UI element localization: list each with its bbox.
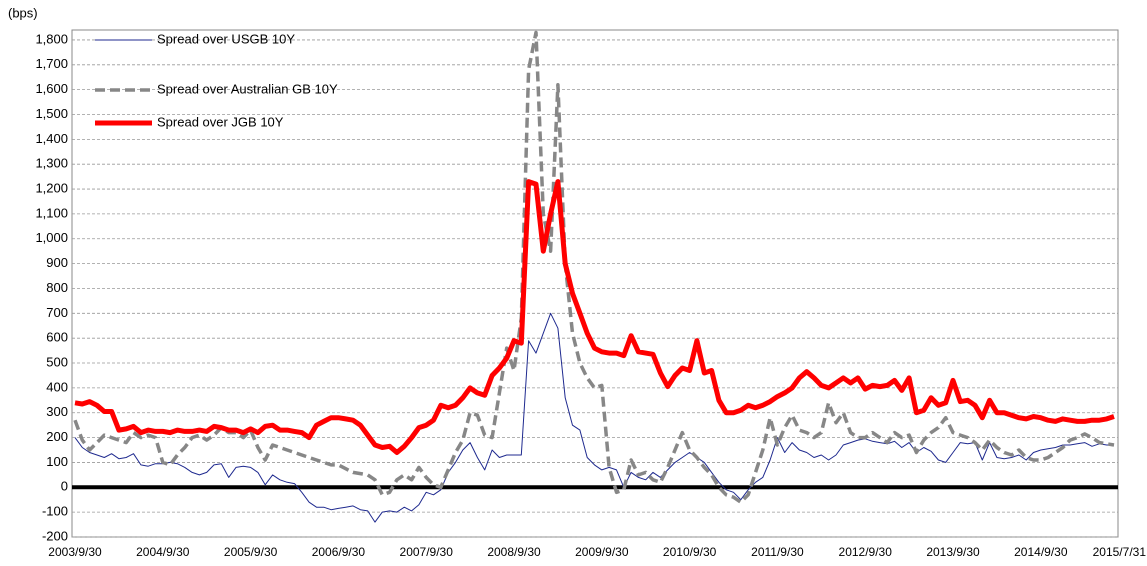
y-tick-label: 1,600: [35, 81, 68, 96]
y-tick-label: 1,500: [35, 106, 68, 121]
y-tick-label: 0: [61, 479, 68, 494]
x-tick-label: 2008/9/30: [487, 545, 541, 559]
series-line: [74, 312, 1114, 523]
x-tick-label: 2015/7/31: [1093, 545, 1147, 559]
y-tick-label: 300: [46, 404, 68, 419]
x-tick-label: 2007/9/30: [400, 545, 454, 559]
legend-label: Spread over USGB 10Y: [157, 31, 295, 46]
y-tick-label: 1,300: [35, 156, 68, 171]
x-tick-label: 2005/9/30: [224, 545, 278, 559]
plot-frame: [71, 29, 1119, 538]
y-tick-label: 1,700: [35, 56, 68, 71]
y-tick-label: 900: [46, 255, 68, 270]
y-tick-label: 800: [46, 280, 68, 295]
y-tick-label: 100: [46, 454, 68, 469]
x-tick-label: 2014/9/30: [1014, 545, 1068, 559]
legend-label: Spread over JGB 10Y: [157, 114, 284, 129]
y-tick-label: 1,100: [35, 205, 68, 220]
y-tick-label: 1,800: [35, 31, 68, 46]
x-tick-label: 2006/9/30: [312, 545, 366, 559]
y-tick-label: 1,000: [35, 230, 68, 245]
y-tick-label: 1,200: [35, 180, 68, 195]
series-line: [74, 179, 1115, 455]
y-tick-label: 200: [46, 429, 68, 444]
x-tick-label: 2012/9/30: [839, 545, 893, 559]
x-tick-label: 2011/9/30: [751, 545, 804, 559]
y-tick-label: -100: [42, 504, 68, 519]
x-tick-label: 2010/9/30: [663, 545, 717, 559]
legend-label: Spread over Australian GB 10Y: [157, 81, 338, 96]
y-tick-label: 1,400: [35, 131, 68, 146]
x-tick-label: 2004/9/30: [136, 545, 190, 559]
y-tick-label: -200: [42, 528, 68, 543]
y-tick-label: 500: [46, 354, 68, 369]
y-axis-label: (bps): [8, 5, 38, 20]
y-tick-label: 700: [46, 305, 68, 320]
x-tick-label: 2003/9/30: [48, 545, 102, 559]
x-tick-label: 2009/9/30: [575, 545, 629, 559]
y-tick-label: 400: [46, 379, 68, 394]
y-tick-label: 600: [46, 330, 68, 345]
x-tick-label: 2013/9/30: [926, 545, 980, 559]
